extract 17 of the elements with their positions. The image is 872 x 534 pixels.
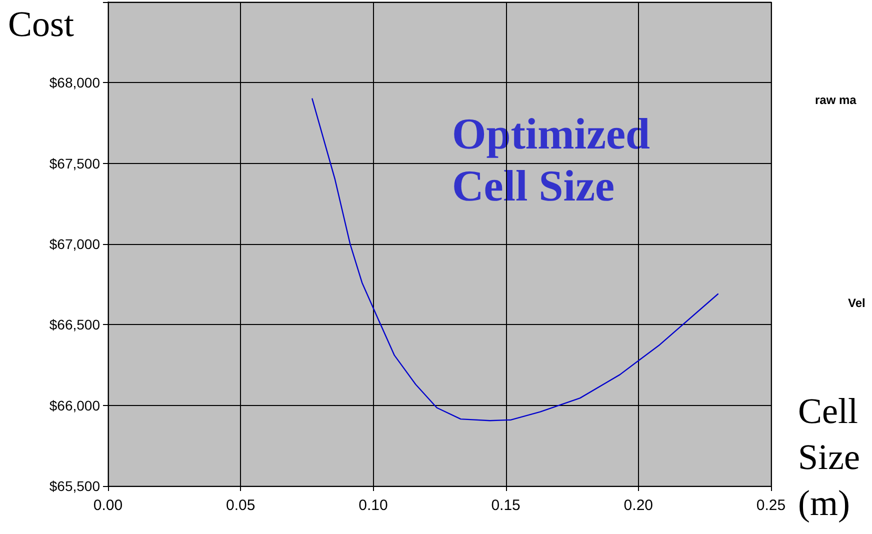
x-axis-title: Cell Size (m) xyxy=(798,391,860,523)
line-series xyxy=(312,98,719,422)
x-tick-label: 0.25 xyxy=(756,497,786,514)
x-tick-label: 0.20 xyxy=(624,497,653,514)
x-tick-label: 0.15 xyxy=(491,497,520,514)
y-tick-label: $66,000 xyxy=(49,397,100,414)
y-axis-title: Cost xyxy=(8,4,74,44)
x-tick-label: 0.00 xyxy=(93,497,123,514)
text: Vel xyxy=(848,296,866,310)
x-tick-label: 0.05 xyxy=(226,497,256,514)
text: raw ma xyxy=(815,93,857,107)
y-tick-label: $66,500 xyxy=(49,316,100,333)
y-tick-label: $67,500 xyxy=(49,155,100,172)
x-tick-label: 0.10 xyxy=(358,497,388,514)
y-tick-label: $65,500 xyxy=(49,478,100,494)
y-tick-label: $68,000 xyxy=(49,74,100,91)
y-tick-label: $67,000 xyxy=(49,236,100,252)
